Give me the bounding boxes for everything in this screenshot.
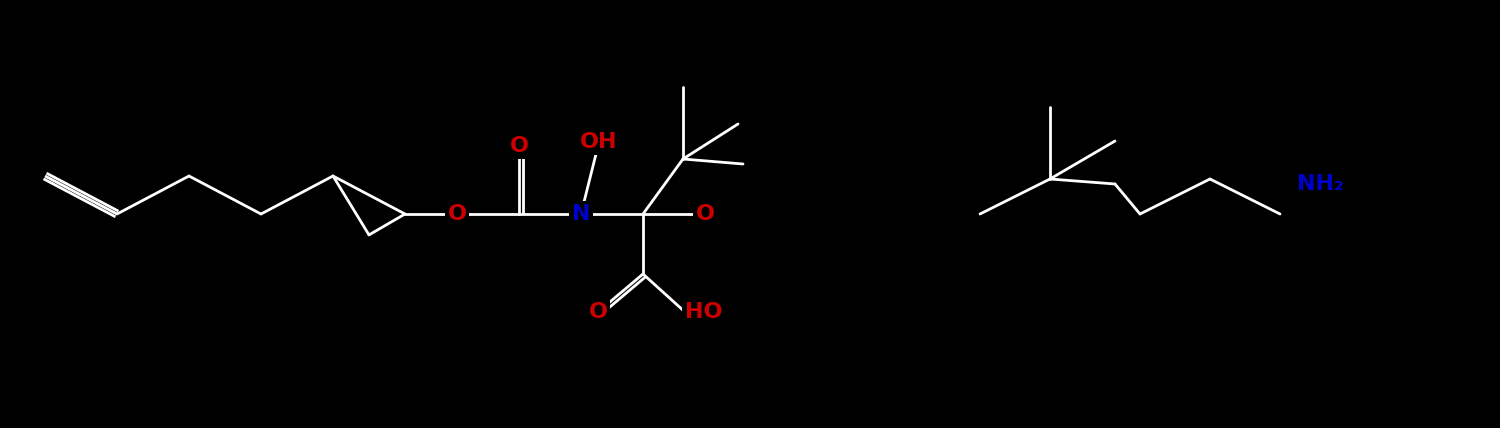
Text: OH: OH	[580, 132, 618, 152]
Text: O: O	[447, 204, 466, 224]
Text: NH₂: NH₂	[1296, 174, 1344, 194]
Text: HO: HO	[686, 302, 723, 322]
Text: O: O	[696, 204, 714, 224]
Text: N: N	[572, 204, 590, 224]
Text: O: O	[510, 136, 528, 156]
Text: O: O	[588, 302, 608, 322]
